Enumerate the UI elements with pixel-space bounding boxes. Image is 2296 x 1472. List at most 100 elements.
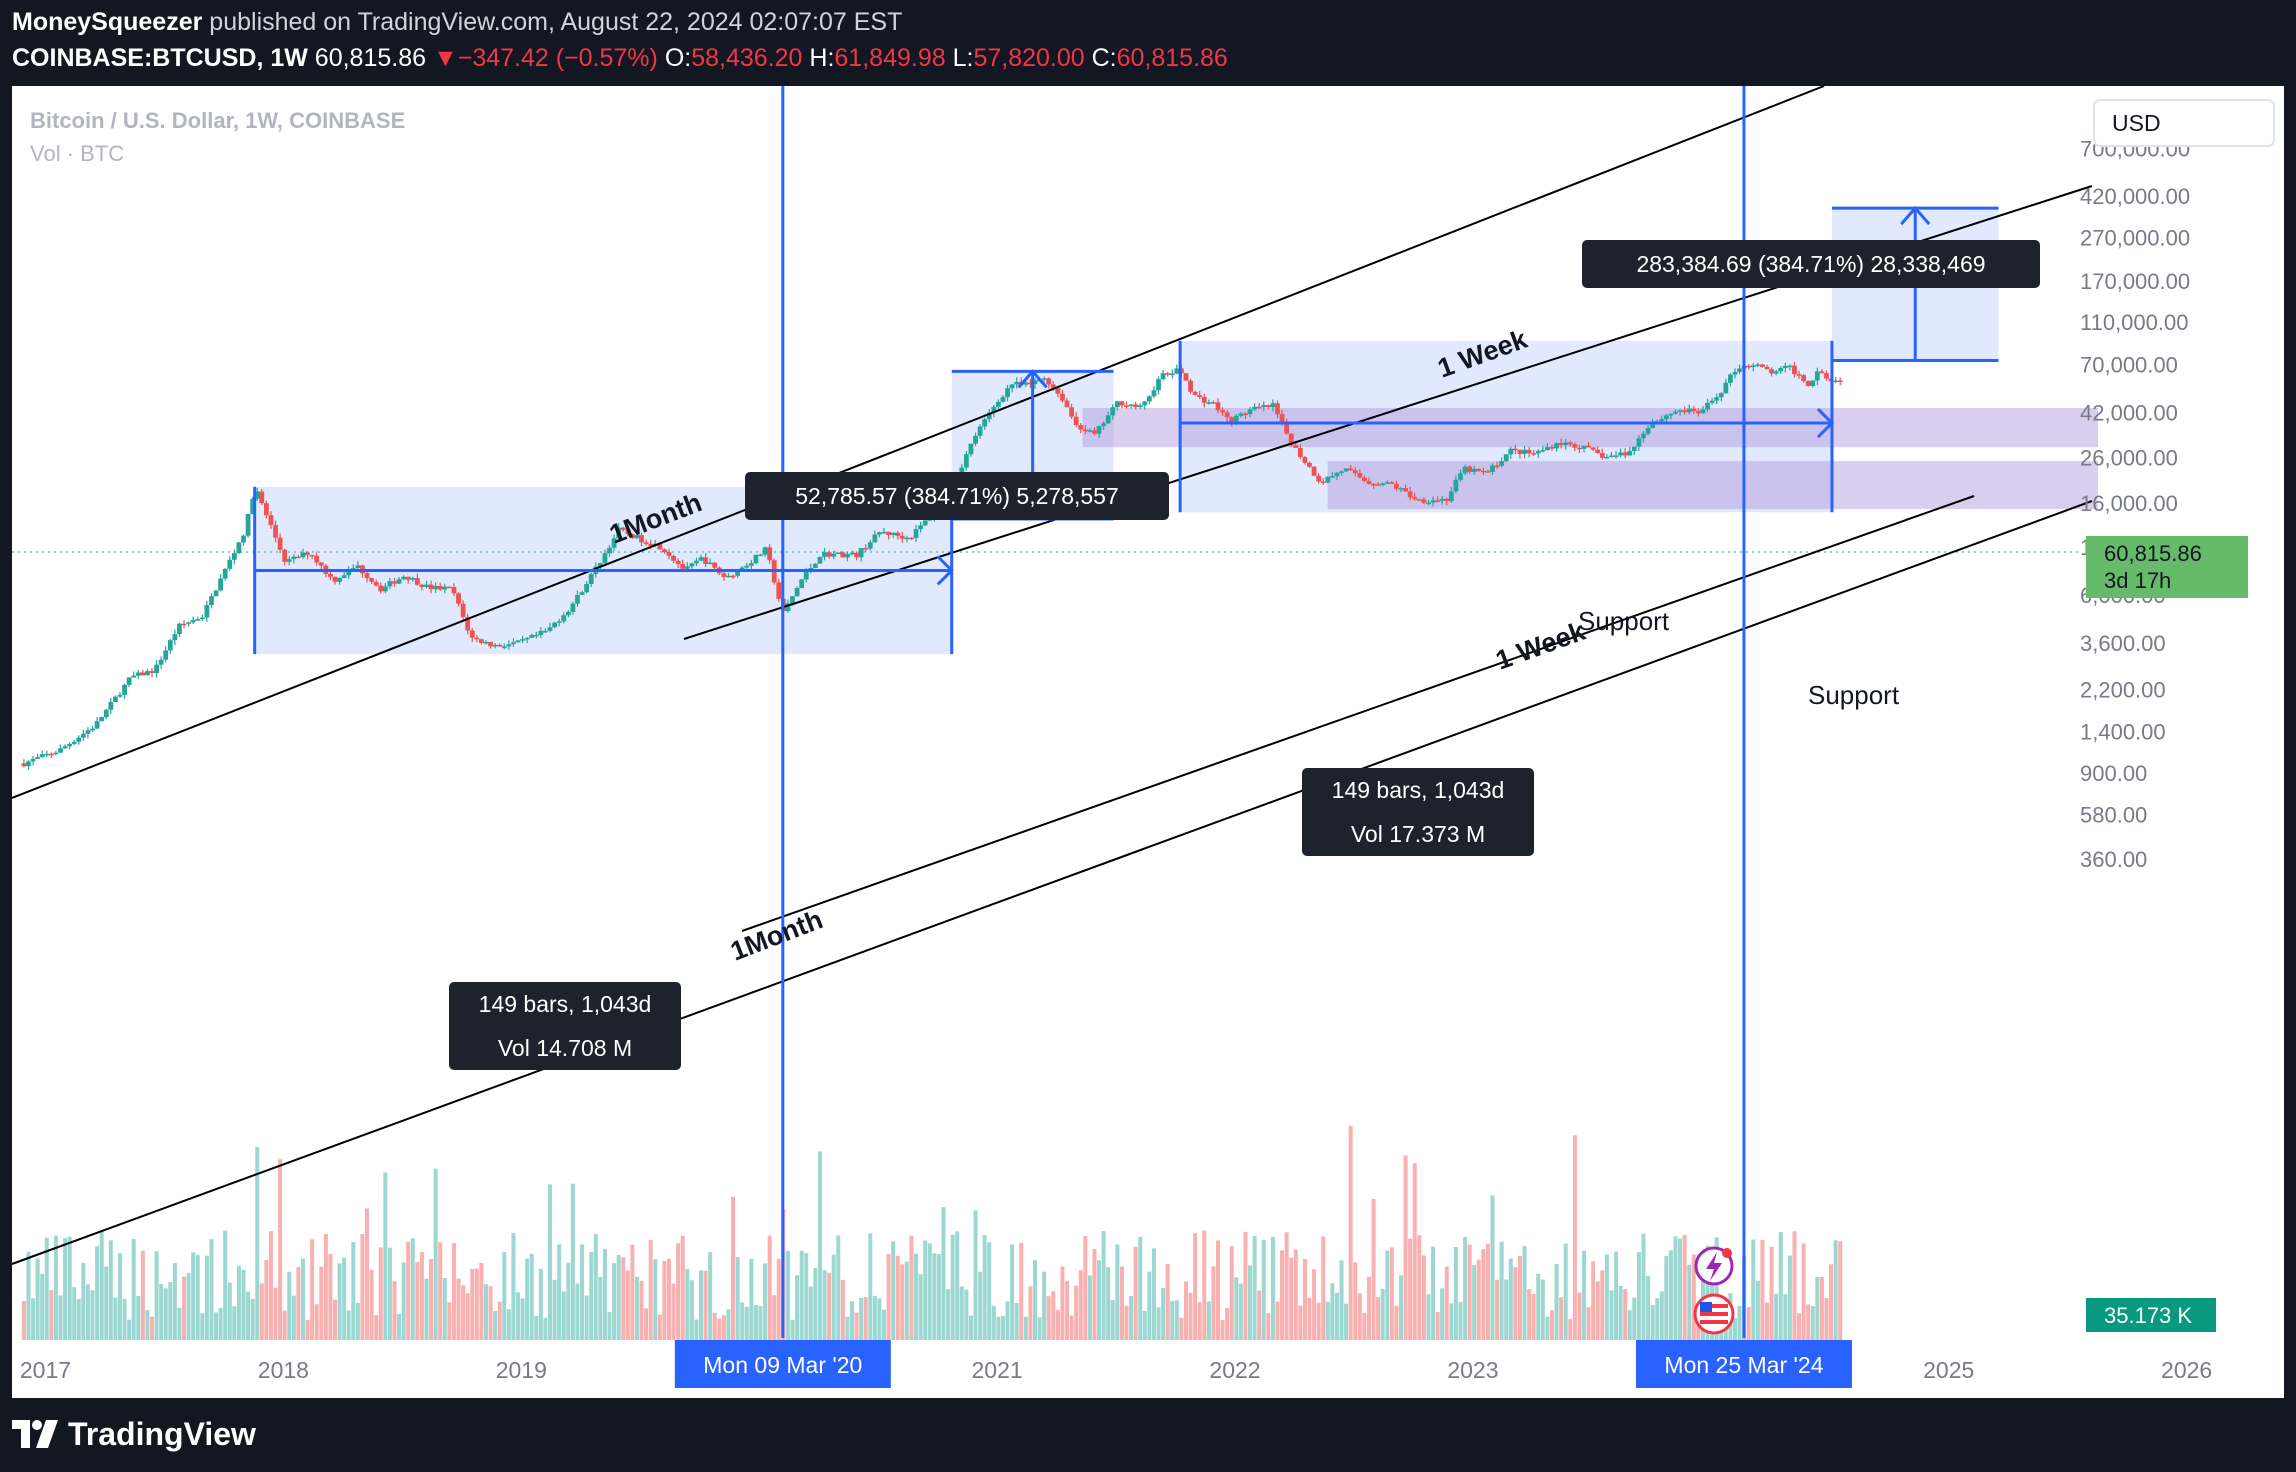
candle <box>479 638 484 645</box>
candle <box>643 539 649 546</box>
volume-bar <box>337 1263 342 1340</box>
volume-bar <box>813 1268 818 1340</box>
volume-bar <box>1691 1254 1696 1340</box>
volume-bar <box>163 1288 168 1340</box>
volume-bar <box>76 1299 81 1340</box>
candle <box>1156 376 1161 395</box>
chart-area[interactable]: 360.00 580.00 900.00 1,400.00 2,200.00 3,600.… <box>12 86 2284 1398</box>
candle <box>1101 421 1107 430</box>
volume-bar <box>895 1255 900 1340</box>
volume-bar <box>456 1278 461 1340</box>
volume-bar <box>1577 1292 1582 1340</box>
candle <box>1737 364 1742 375</box>
price-chart[interactable]: 360.00 580.00 900.00 1,400.00 2,200.00 3,600.… <box>12 86 2284 1398</box>
candle <box>1668 413 1674 420</box>
volume-bar <box>429 1258 434 1340</box>
volume-bar <box>72 1287 77 1340</box>
range-label-2[interactable]: 149 bars, 1,043d Vol 17.373 M <box>1302 768 1534 856</box>
candle <box>1151 386 1157 399</box>
support-zone-lower[interactable] <box>1327 461 2098 510</box>
tradingview-logo[interactable]: TradingView <box>12 1412 256 1456</box>
candle <box>387 577 393 590</box>
price-tick-label: 70,000.00 <box>2080 352 2178 377</box>
trendline-1month-upper[interactable] <box>12 86 1825 799</box>
low-value: 57,820.00 <box>973 44 1085 72</box>
candle <box>1380 482 1386 487</box>
candle <box>1613 451 1619 459</box>
candle <box>483 640 489 645</box>
volume-bar <box>1440 1288 1445 1340</box>
volume-bar <box>1069 1315 1074 1340</box>
currency-label: USD <box>2112 110 2161 136</box>
candle <box>1485 469 1491 473</box>
candle <box>195 616 201 621</box>
candle <box>506 640 512 650</box>
candle <box>1631 446 1637 455</box>
candle <box>529 633 535 639</box>
volume-bar <box>195 1254 200 1340</box>
volume-bar <box>470 1268 475 1340</box>
candle <box>1695 408 1701 417</box>
volume-bar <box>1380 1288 1385 1340</box>
price-tick-label: 900.00 <box>2080 761 2147 786</box>
candle <box>675 558 681 569</box>
volume-bar <box>127 1319 132 1340</box>
volume-bar <box>1129 1296 1134 1340</box>
volume-bar <box>1133 1246 1138 1340</box>
candle <box>414 573 420 586</box>
brand-name: TradingView <box>68 1415 256 1452</box>
open-label: O: <box>664 44 692 72</box>
candle <box>1014 377 1020 389</box>
volume-bar <box>1650 1304 1655 1340</box>
symbol-name[interactable]: COINBASE:BTCUSD, 1W <box>12 44 308 72</box>
candle <box>561 612 567 624</box>
candle <box>1535 448 1541 459</box>
volume-bar <box>1609 1290 1614 1340</box>
candle <box>1247 406 1253 418</box>
candle <box>533 631 539 639</box>
candle <box>103 709 109 720</box>
volume-bar <box>511 1232 516 1340</box>
price-badge-value: 60,815.86 <box>2104 541 2202 566</box>
last-price: 60,815.86 <box>314 44 427 72</box>
candle <box>666 548 672 560</box>
volume-bar <box>136 1296 141 1340</box>
volume-bar <box>1161 1288 1166 1340</box>
currency-button[interactable] <box>2093 99 2275 147</box>
candle <box>1636 435 1642 452</box>
volume-bar <box>90 1290 95 1340</box>
candle <box>520 635 525 643</box>
candle <box>1595 446 1601 454</box>
support-zone-upper[interactable] <box>1082 408 2098 448</box>
volume-bar <box>236 1265 241 1340</box>
range-label-1[interactable]: 149 bars, 1,043d Vol 14.708 M <box>449 982 681 1070</box>
volume-bar <box>808 1286 813 1340</box>
candle <box>67 742 73 750</box>
us-flag-icon[interactable] <box>1693 1293 1735 1335</box>
candle <box>812 563 818 569</box>
candle <box>547 622 553 633</box>
measure-label-top[interactable]: 283,384.69 (384.71%) 28,338,469 <box>1582 240 2040 288</box>
candle <box>602 549 608 567</box>
volume-bar <box>40 1273 45 1340</box>
volume-bar <box>968 1315 973 1340</box>
candle <box>1476 468 1482 472</box>
author-name[interactable]: MoneySqueezer <box>12 8 203 36</box>
measure-label-mid[interactable]: 52,785.57 (384.71%) 5,278,557 <box>745 472 1169 520</box>
volume-bar <box>1092 1249 1097 1340</box>
annotations-layer[interactable]: 283,384.69 (384.71%) 28,338,469 52,785.57… <box>253 86 2040 1388</box>
candle <box>758 553 763 557</box>
published-text: published on TradingView.com, August 22,… <box>209 8 903 36</box>
candle <box>835 552 841 554</box>
volume-bar <box>1815 1276 1820 1340</box>
volume-bar <box>1000 1315 1005 1340</box>
lightning-icon[interactable] <box>1694 1246 1734 1286</box>
time-tick-label: 2018 <box>258 1357 309 1383</box>
volume-bar <box>401 1262 406 1340</box>
candle <box>424 580 429 589</box>
trendline-1week-lower[interactable] <box>741 495 1975 932</box>
candle <box>1545 443 1550 451</box>
candle <box>1732 368 1738 379</box>
candle <box>1746 364 1752 370</box>
candle <box>199 614 205 622</box>
